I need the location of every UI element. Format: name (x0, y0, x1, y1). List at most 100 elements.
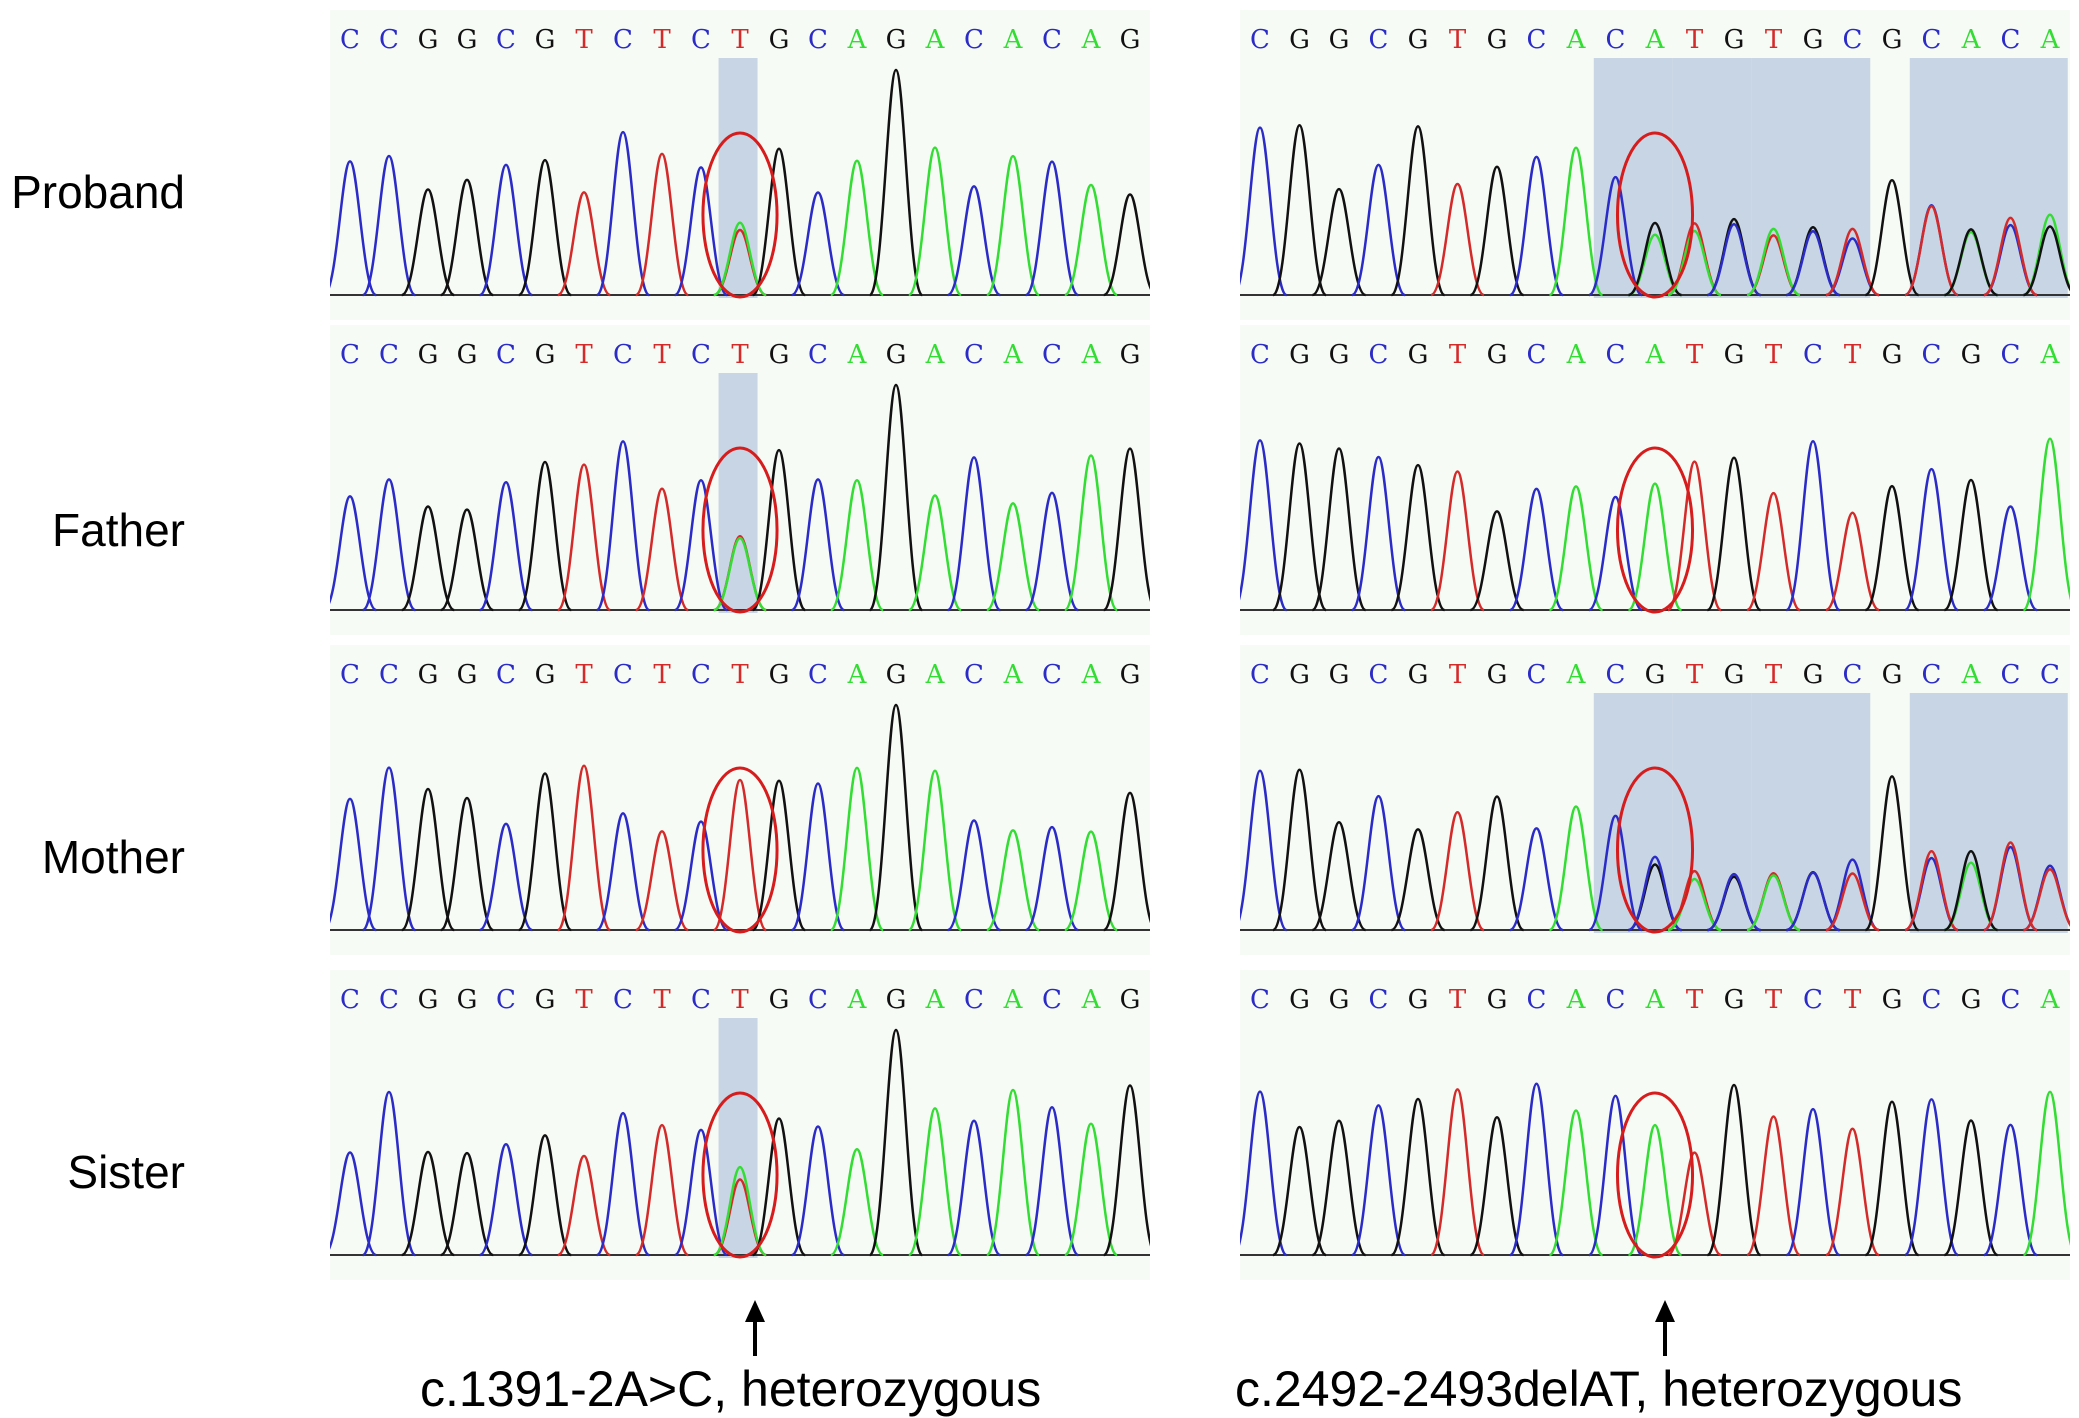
trace-peak (556, 463, 612, 612)
base-call: A (1003, 660, 1024, 690)
base-call: C (379, 340, 399, 370)
variant-circle (701, 131, 779, 299)
row-label-proband: Proband (11, 166, 185, 218)
trace-peak (1588, 495, 1643, 612)
caption-left-variant: c.1391-2A>C, heterozygous (420, 1361, 1042, 1417)
trace-peak (868, 703, 924, 932)
base-call: G (418, 25, 439, 55)
base-call: C (1922, 25, 1942, 55)
base-call: A (925, 340, 946, 370)
base-call: G (769, 660, 790, 690)
base-call: G (457, 340, 478, 370)
trace-peak (517, 1134, 573, 1257)
trace-peak (1311, 821, 1367, 932)
base-call: G (1120, 985, 1141, 1015)
base-call: A (1081, 340, 1102, 370)
base-call: G (1329, 660, 1350, 690)
base-call: C (1843, 25, 1863, 55)
trace-peak (1706, 456, 1762, 612)
trace-peak (946, 1119, 1002, 1257)
trace-peak (790, 782, 846, 932)
trace-peak (401, 1150, 455, 1257)
base-call: A (925, 25, 946, 55)
base-call: C (1527, 340, 1547, 370)
base-call: G (535, 985, 556, 1015)
trace-peak (946, 456, 1002, 612)
base-call: C (1922, 340, 1942, 370)
trace-peak (674, 166, 728, 297)
base-call: C (496, 985, 516, 1015)
base-call: T (575, 340, 593, 370)
trace-peak-secondary (1825, 227, 1880, 297)
trace-peak-secondary (1667, 877, 1722, 932)
trace-peak (1063, 454, 1119, 612)
trace-peak (556, 764, 612, 932)
arrowhead-right-icon (1655, 1300, 1675, 1322)
trace-peak (1983, 505, 2038, 612)
trace-peak (674, 1128, 728, 1257)
trace-peak (634, 487, 690, 612)
base-call: C (1042, 340, 1062, 370)
trace-peak (479, 480, 533, 612)
base-call: C (1803, 340, 1823, 370)
shaded-region (1593, 693, 1673, 933)
base-call: T (653, 340, 671, 370)
trace-peak (1102, 791, 1150, 932)
trace-peak (557, 191, 611, 297)
trace-peak (791, 1125, 845, 1257)
trace-peak (595, 1111, 651, 1257)
base-call: G (1329, 25, 1350, 55)
trace-peak (1311, 447, 1367, 612)
trace-peak-secondary (713, 221, 767, 297)
base-call: T (731, 985, 749, 1015)
trace-peak-secondary (1904, 204, 1959, 297)
base-call: C (691, 340, 711, 370)
base-call: G (1408, 25, 1429, 55)
base-call: C (964, 660, 984, 690)
trace-peak (1745, 1115, 1802, 1257)
trace-peak (751, 147, 807, 297)
trace-peak (830, 1147, 884, 1257)
trace-peak (1024, 160, 1080, 297)
trace-peak (1430, 810, 1485, 932)
trace-peak (1983, 1123, 2038, 1257)
base-call: C (964, 25, 984, 55)
trace-peak (1509, 827, 1564, 932)
variant-circle (1615, 131, 1695, 299)
base-call: G (1408, 660, 1429, 690)
base-call: G (457, 25, 478, 55)
trace-peak (1825, 1127, 1880, 1257)
base-call: A (847, 340, 868, 370)
base-call: C (340, 985, 360, 1015)
base-call: T (1765, 660, 1783, 690)
base-call: A (2040, 25, 2061, 55)
trace-peak (791, 191, 845, 297)
trace-peak-secondary (713, 1165, 767, 1257)
base-call: A (1081, 25, 1102, 55)
base-call: A (1961, 25, 1982, 55)
base-call: C (2001, 985, 2021, 1015)
base-call: C (340, 25, 360, 55)
trace-peak (1311, 187, 1367, 297)
trace-peak (986, 829, 1040, 932)
trace-peak-secondary (1785, 871, 1841, 932)
trace-peak (517, 460, 573, 612)
base-call: T (731, 660, 749, 690)
trace-peak-secondary (1746, 227, 1801, 297)
base-call: C (1042, 25, 1062, 55)
trace-peak (1063, 1122, 1119, 1257)
base-call: C (613, 660, 633, 690)
trace-peak-secondary (1825, 872, 1880, 932)
base-call: G (1120, 660, 1141, 690)
trace-peak (595, 130, 651, 297)
base-call: G (1724, 25, 1745, 55)
trace-peak (439, 796, 495, 932)
trace-peak (635, 830, 689, 932)
trace-peak (908, 494, 962, 612)
base-call: G (1882, 660, 1903, 690)
base-call: C (2001, 25, 2021, 55)
base-call: G (457, 985, 478, 1015)
trace-peak (1667, 1151, 1722, 1257)
base-call: C (1843, 660, 1863, 690)
